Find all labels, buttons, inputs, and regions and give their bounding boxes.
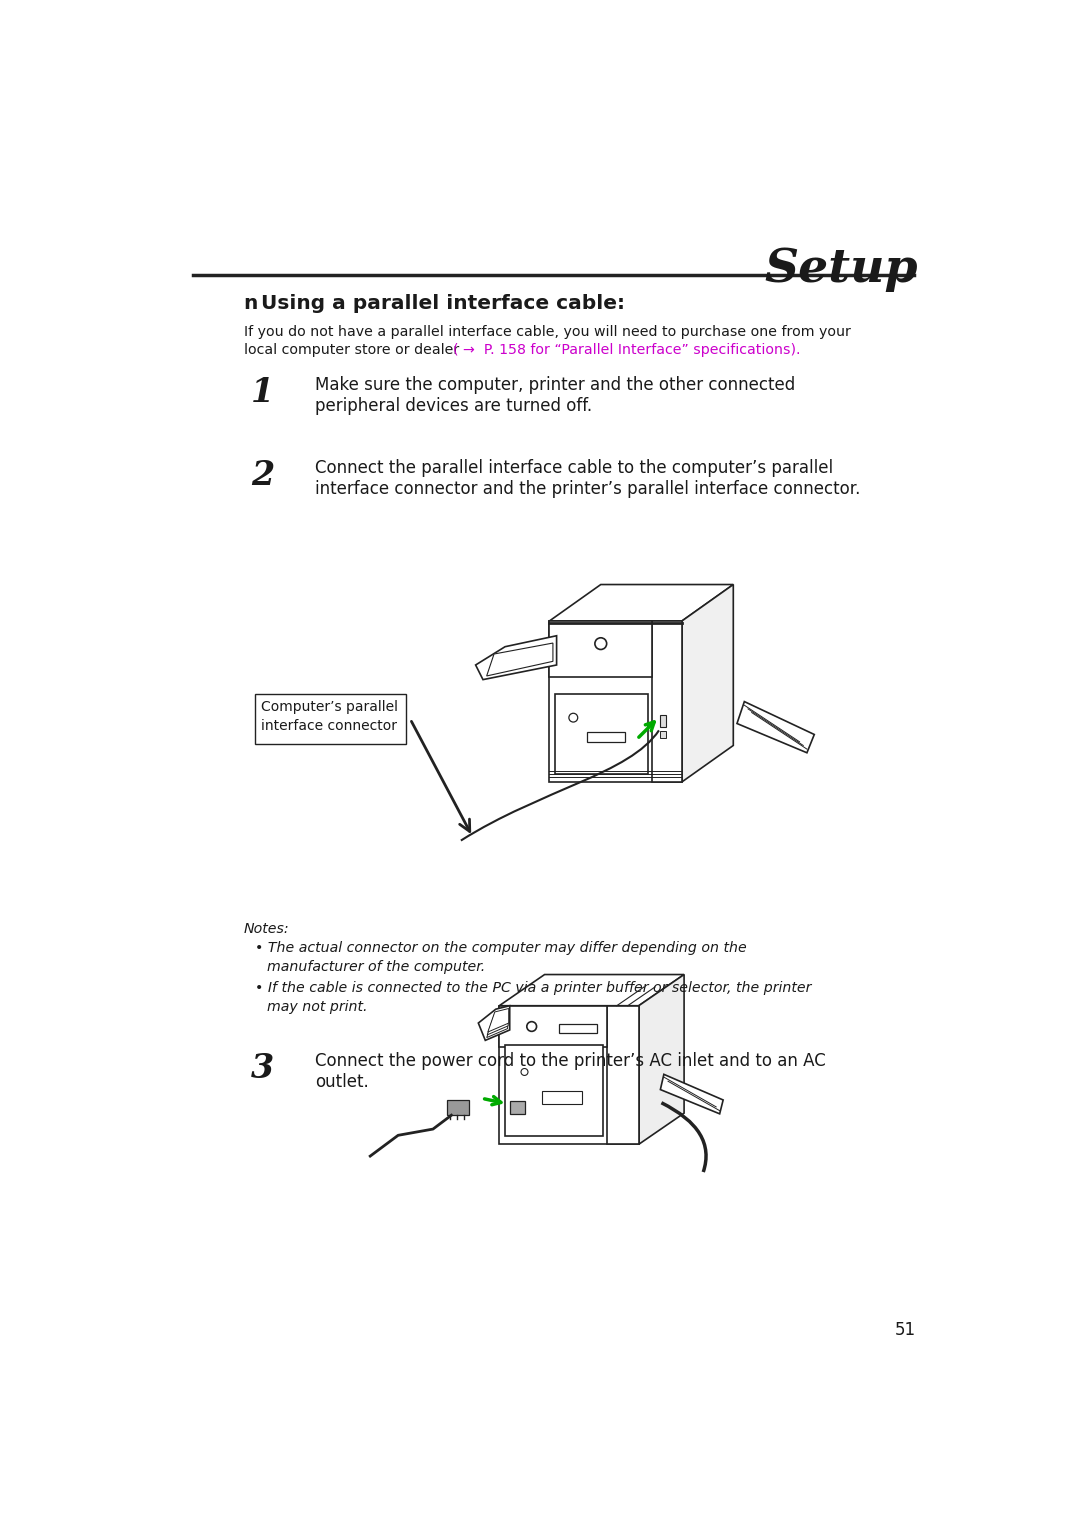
Bar (588, 732, 625, 741)
Text: 51: 51 (894, 1320, 916, 1339)
Text: Computer’s parallel: Computer’s parallel (261, 700, 399, 714)
Text: outlet.: outlet. (314, 1073, 368, 1091)
Polygon shape (681, 585, 733, 782)
Text: peripheral devices are turned off.: peripheral devices are turned off. (314, 397, 592, 416)
Text: may not print.: may not print. (267, 999, 367, 1015)
Polygon shape (550, 620, 681, 782)
Polygon shape (660, 1074, 724, 1114)
Text: interface connector and the printer’s parallel interface connector.: interface connector and the printer’s pa… (314, 480, 860, 498)
Text: 2: 2 (252, 458, 274, 492)
Text: Using a parallel interface cable:: Using a parallel interface cable: (261, 293, 625, 313)
Text: Connect the parallel interface cable to the computer’s parallel: Connect the parallel interface cable to … (314, 458, 833, 477)
Polygon shape (488, 1008, 509, 1031)
Polygon shape (737, 701, 814, 753)
Bar (447, 1100, 469, 1115)
Text: Setup: Setup (765, 246, 918, 292)
Polygon shape (607, 1005, 638, 1144)
Text: 1: 1 (252, 376, 274, 410)
Text: ( →  P. 158 for “Parallel Interface” specifications).: ( → P. 158 for “Parallel Interface” spec… (453, 344, 800, 358)
Polygon shape (652, 620, 681, 782)
Polygon shape (554, 694, 648, 775)
Text: • If the cable is connected to the PC via a printer buffer or selector, the prin: • If the cable is connected to the PC vi… (255, 981, 811, 995)
Polygon shape (638, 975, 684, 1144)
Polygon shape (487, 1015, 508, 1038)
Text: • The actual connector on the computer may differ depending on the: • The actual connector on the computer m… (255, 941, 747, 955)
Text: 3: 3 (252, 1051, 274, 1085)
Polygon shape (487, 643, 553, 675)
Text: interface connector: interface connector (261, 718, 397, 732)
Bar (255, 694, 406, 744)
Polygon shape (475, 636, 556, 680)
Bar (558, 1024, 596, 1033)
Polygon shape (499, 975, 684, 1005)
Polygon shape (660, 715, 665, 727)
Polygon shape (478, 1005, 510, 1041)
Polygon shape (550, 620, 652, 677)
Text: If you do not have a parallel interface cable, you will need to purchase one fro: If you do not have a parallel interface … (243, 324, 850, 339)
Polygon shape (487, 1012, 509, 1034)
Text: n: n (243, 293, 258, 313)
Text: manufacturer of the computer.: manufacturer of the computer. (267, 960, 485, 973)
Polygon shape (550, 585, 733, 620)
Polygon shape (660, 732, 665, 738)
Text: Connect the power cord to the printer’s AC inlet and to an AC: Connect the power cord to the printer’s … (314, 1051, 825, 1070)
Polygon shape (499, 1005, 607, 1047)
Polygon shape (499, 1005, 638, 1144)
Bar (510, 1102, 525, 1114)
Text: Make sure the computer, printer and the other connected: Make sure the computer, printer and the … (314, 376, 795, 394)
Polygon shape (504, 1045, 603, 1135)
Bar (542, 1091, 581, 1105)
Text: Notes:: Notes: (243, 923, 289, 937)
Text: local computer store or dealer: local computer store or dealer (243, 344, 463, 358)
